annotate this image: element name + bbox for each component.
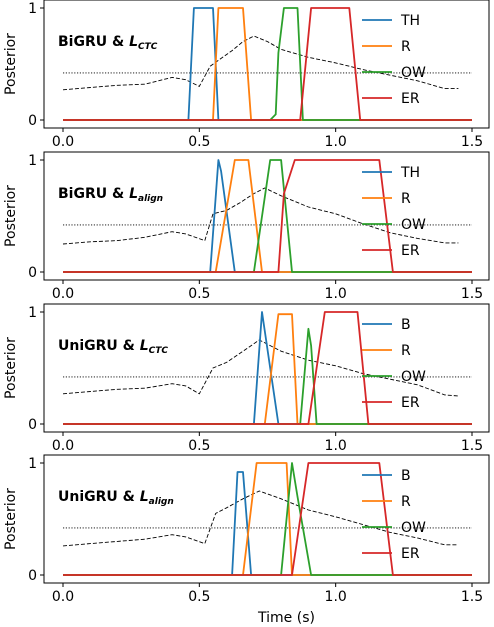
x-tick-label: 0.0 — [52, 589, 74, 605]
x-tick-label: 0.0 — [52, 286, 74, 302]
legend-label: R — [401, 191, 411, 207]
y-tick-label: 0 — [28, 265, 37, 281]
energy-curve — [62, 187, 459, 245]
series-line-er — [63, 159, 472, 273]
y-axis-label: Posterior — [3, 33, 19, 95]
y-axis-label: Posterior — [3, 185, 19, 247]
title-loss-symbol: L — [129, 34, 138, 50]
series-line-er — [63, 311, 472, 425]
title-model: UniGRU & — [58, 338, 140, 354]
series-line-er — [63, 7, 472, 121]
legend-label: R — [401, 343, 411, 359]
title-model: BiGRU & — [58, 34, 129, 50]
y-tick-label: 0 — [28, 568, 37, 584]
title-loss-symbol: L — [140, 489, 149, 505]
y-axis-label: Posterior — [3, 337, 19, 399]
x-tick-label: 1.0 — [325, 134, 347, 150]
legend-label: OW — [401, 217, 426, 233]
series-line-er — [63, 462, 472, 576]
panel-title: UniGRU & LCTC — [58, 338, 168, 356]
title-loss-subscript: align — [138, 194, 163, 204]
panel-3: 0.0 0.5 1.0 1.5 0 1 Posterior UniGRU & LCTC BR OW… — [3, 303, 490, 454]
legend-label: TH — [400, 165, 420, 181]
panel-title: BiGRU & Lalign — [58, 186, 163, 204]
legend-label: OW — [401, 520, 426, 536]
x-tick-label: 0.5 — [188, 589, 210, 605]
y-tick-label: 1 — [28, 153, 37, 169]
title-model: UniGRU & — [58, 489, 140, 505]
legend-label: ER — [401, 243, 420, 259]
x-tick-label: 0.5 — [188, 438, 210, 454]
y-tick-label: 1 — [28, 305, 37, 321]
x-tick-label: 0.5 — [188, 134, 210, 150]
y-axis-label: Posterior — [3, 488, 19, 550]
energy-curve — [62, 339, 459, 397]
x-tick-label: 1.0 — [325, 589, 347, 605]
x-axis-label: Time (s) — [257, 610, 315, 626]
legend-label: OW — [401, 369, 426, 385]
title-loss-subscript: align — [149, 497, 174, 507]
panel-title: BiGRU & LCTC — [58, 34, 158, 52]
panel-4: 0.0 0.5 1.0 1.5 0 1 Posterior UniGRU & Lalign BR… — [3, 454, 490, 626]
title-loss-symbol: L — [140, 338, 149, 354]
x-tick-label: 1.0 — [325, 438, 347, 454]
title-model: BiGRU & — [58, 186, 129, 202]
x-tick-label: 0.0 — [52, 438, 74, 454]
title-loss-subscript: CTC — [149, 346, 169, 356]
legend-label: ER — [401, 91, 420, 107]
legend-label: TH — [400, 13, 420, 29]
y-tick-label: 1 — [28, 1, 37, 17]
legend-label: R — [401, 39, 411, 55]
x-tick-label: 1.5 — [461, 134, 483, 150]
legend-label: B — [401, 468, 411, 484]
x-tick-label: 0.5 — [188, 286, 210, 302]
x-tick-label: 1.5 — [461, 438, 483, 454]
legend-label: ER — [401, 395, 420, 411]
axes-frame — [43, 0, 490, 129]
y-tick-label: 1 — [28, 456, 37, 472]
y-tick-label: 0 — [28, 113, 37, 129]
panel-title: UniGRU & Lalign — [58, 489, 174, 507]
energy-curve — [62, 35, 459, 91]
x-tick-label: 1.5 — [461, 286, 483, 302]
legend-label: R — [401, 494, 411, 510]
legend-label: OW — [401, 65, 426, 81]
energy-curve — [62, 490, 459, 547]
legend-label: ER — [401, 546, 420, 562]
axes-frame — [43, 151, 490, 281]
title-loss-symbol: L — [129, 186, 138, 202]
panel-1: 0.0 0.5 1.0 1.5 0 1 Posterior BiGRU & LCTC TH R OW… — [3, 0, 490, 150]
y-tick-label: 0 — [28, 417, 37, 433]
axes-frame — [43, 454, 490, 584]
axes-frame — [43, 303, 490, 433]
title-loss-subscript: CTC — [138, 42, 158, 52]
panel-2: 0.0 0.5 1.0 1.5 0 1 Posterior BiGRU & Lalign TH R… — [3, 151, 490, 302]
x-tick-label: 1.0 — [325, 286, 347, 302]
x-tick-label: 1.5 — [461, 589, 483, 605]
legend-label: B — [401, 317, 411, 333]
x-tick-label: 0.0 — [52, 134, 74, 150]
